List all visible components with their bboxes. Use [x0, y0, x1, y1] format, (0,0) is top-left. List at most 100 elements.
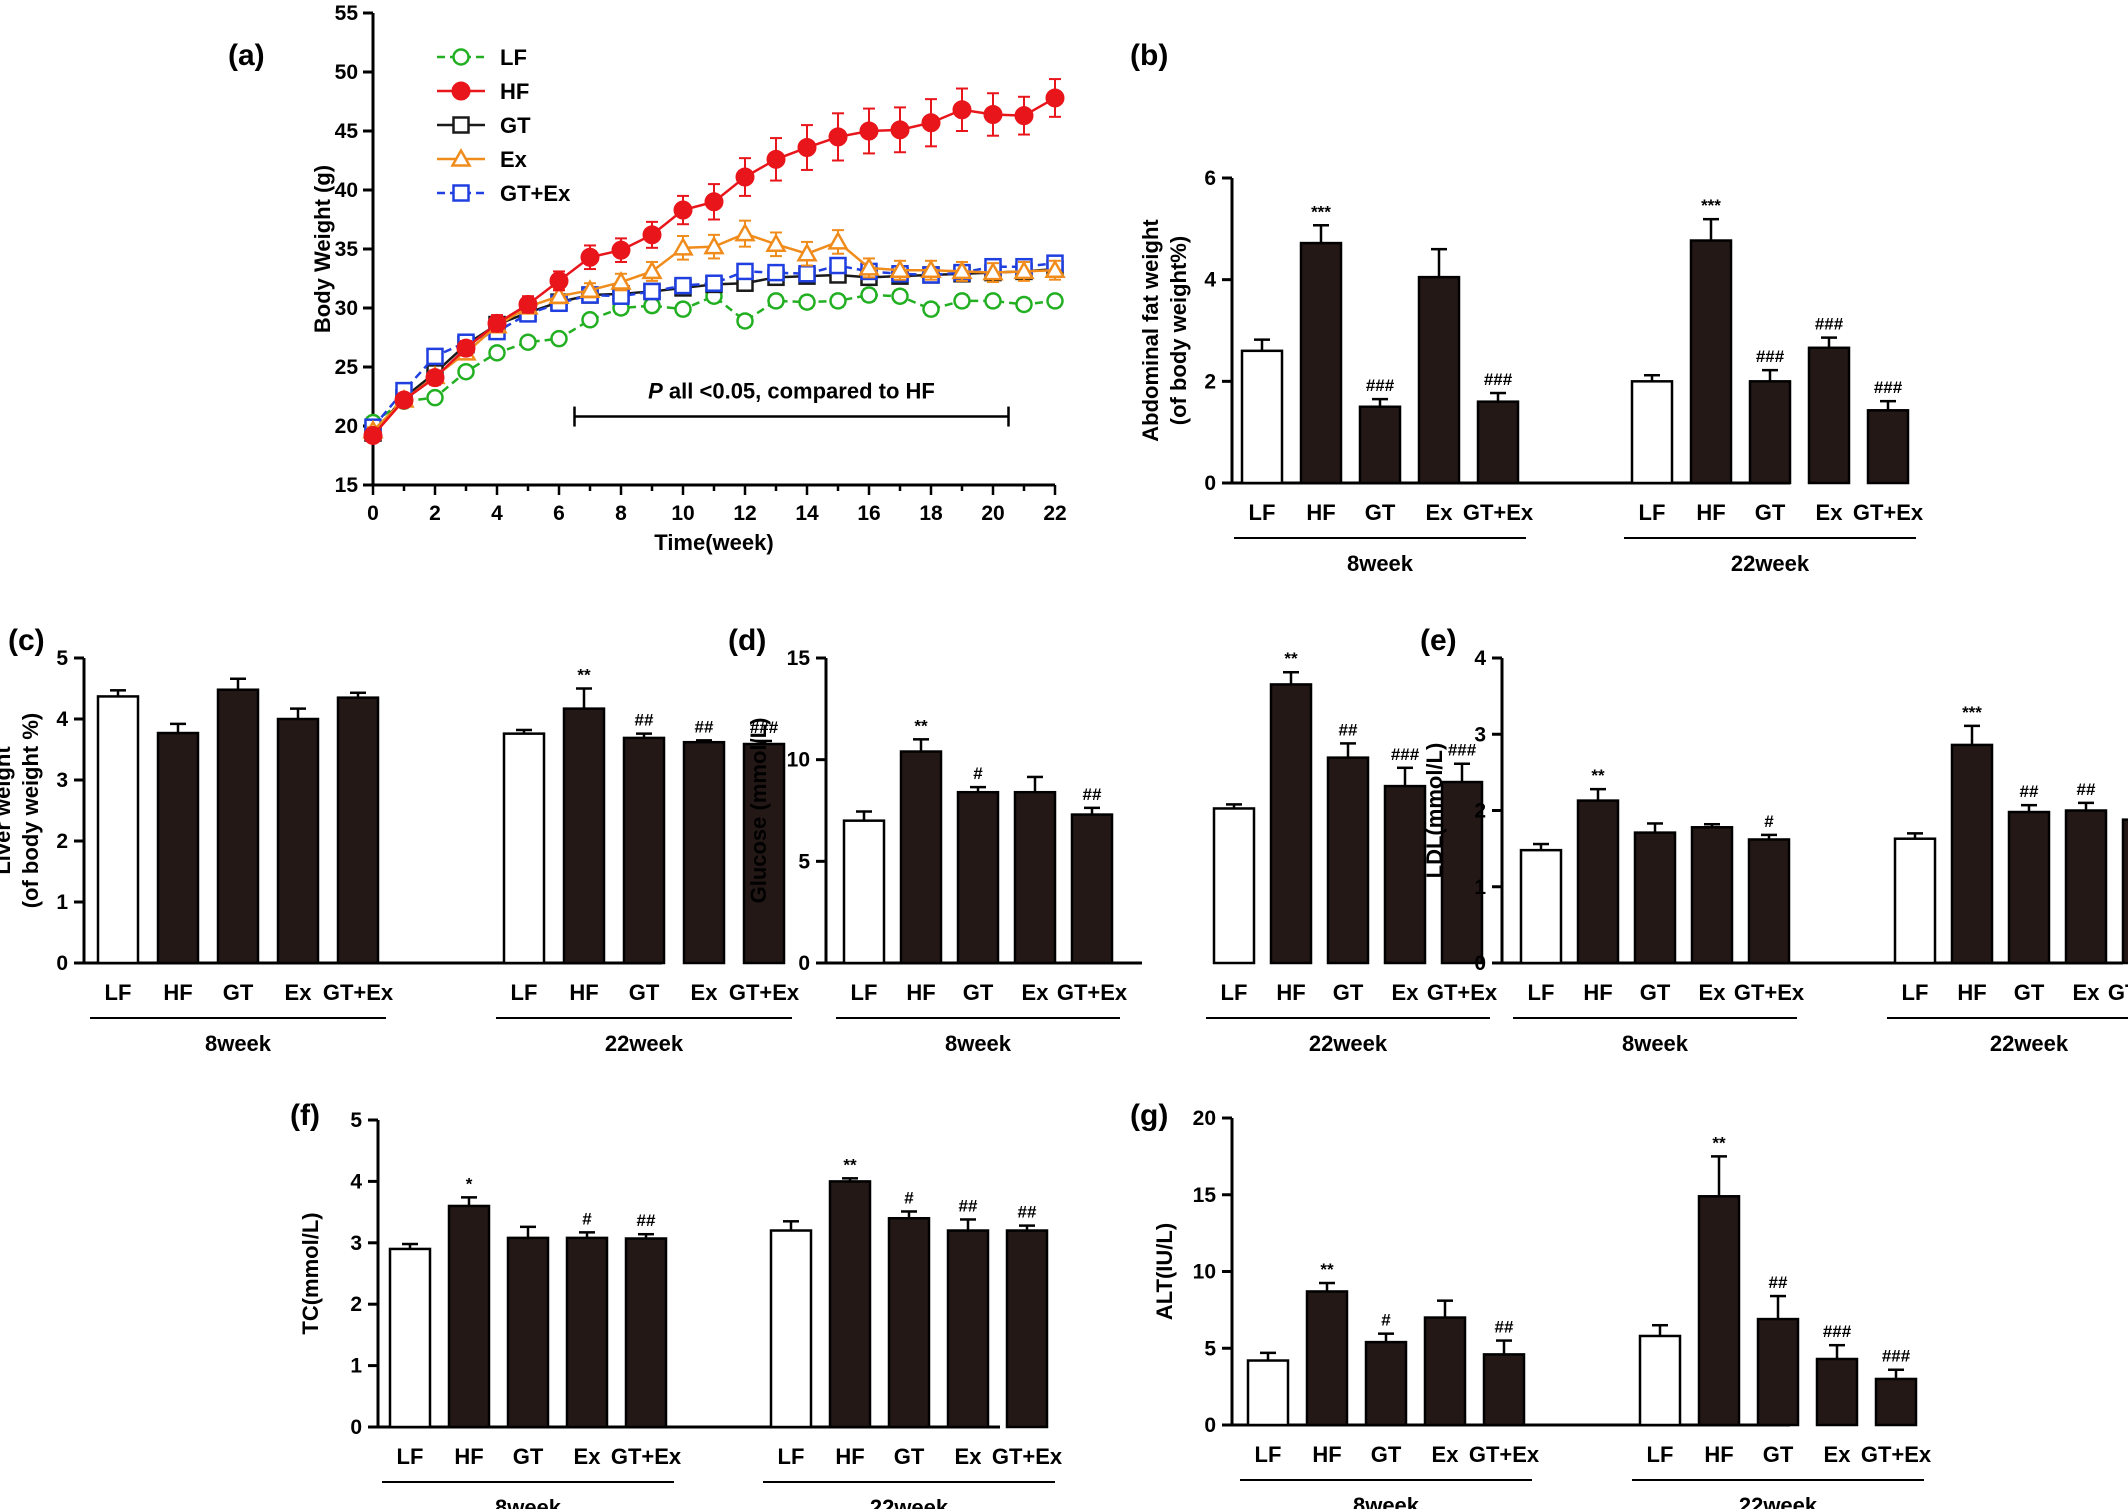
- significance-label: ##: [1018, 1203, 1037, 1222]
- data-point: [450, 147, 472, 167]
- bar: [1630, 380, 1674, 485]
- significance-label: ***: [1311, 202, 1331, 221]
- category-label: Ex: [1816, 500, 1844, 525]
- category-label: LF: [1255, 1442, 1282, 1467]
- x-tick-label: 2: [429, 502, 441, 525]
- panel-f: (f) 0 1 2 3 4 5 TC(mmol/L) LF * HF GT # Ex ## GT+Ex 8wee…: [290, 1099, 1063, 1509]
- significance-label: #: [973, 764, 983, 783]
- bar: [1633, 831, 1677, 965]
- category-label: GT: [1640, 980, 1671, 1005]
- y-tick-label: 55: [335, 2, 359, 25]
- data-point: [829, 256, 847, 275]
- category-label: HF: [1704, 1442, 1733, 1467]
- y-tick-label: 0: [56, 952, 68, 975]
- data-point: [858, 256, 880, 276]
- y-axis-title: TC(mmol/L): [298, 1212, 323, 1334]
- y-tick-label: 15: [1193, 1184, 1217, 1207]
- bar: [1212, 807, 1256, 965]
- category-label: HF: [1312, 1442, 1341, 1467]
- bar: [96, 695, 140, 965]
- category-label: LF: [1528, 980, 1555, 1005]
- x-tick-label: 14: [795, 502, 819, 525]
- panel-label: (f): [290, 1099, 320, 1132]
- y-tick-label: 40: [335, 179, 358, 202]
- significance-label: ###: [1874, 378, 1903, 397]
- bar: [1326, 756, 1370, 965]
- category-label: HF: [1696, 500, 1725, 525]
- data-point: [983, 104, 1003, 124]
- data-point: [456, 338, 476, 358]
- data-point: [1014, 106, 1034, 126]
- data-point: [829, 292, 847, 310]
- category-label: GT: [1333, 980, 1364, 1005]
- data-point: [891, 287, 909, 305]
- data-point: [452, 48, 470, 66]
- y-tick-label: 1: [1474, 876, 1486, 899]
- bar: [1269, 683, 1313, 965]
- x-tick-label: 20: [981, 502, 1004, 525]
- category-label: Ex: [2073, 980, 2101, 1005]
- bar: [887, 1216, 931, 1429]
- significance-label: **: [577, 666, 591, 685]
- category-label: HF: [835, 1444, 864, 1469]
- y-tick-label: 20: [335, 415, 358, 438]
- data-point: [798, 265, 816, 283]
- bar: [1893, 837, 1937, 965]
- y-tick-label: 0: [350, 1416, 362, 1439]
- y-tick-label: 2: [350, 1293, 362, 1316]
- bar: [562, 707, 606, 965]
- y-axis-title: (of body weight%): [1166, 236, 1191, 425]
- data-point: [1044, 259, 1066, 278]
- category-label: LF: [511, 980, 538, 1005]
- bar: [1240, 349, 1284, 485]
- x-tick-label: 22: [1043, 502, 1066, 525]
- significance-label: **: [843, 1155, 857, 1174]
- data-point: [452, 116, 470, 134]
- bar: [622, 736, 666, 965]
- data-point: [705, 274, 723, 292]
- data-point: [952, 100, 972, 120]
- data-point: [579, 279, 601, 299]
- bar: [1807, 346, 1851, 485]
- category-label: GT+Ex: [1057, 980, 1128, 1005]
- bar: [2064, 809, 2108, 965]
- category-label: GT+Ex: [1853, 500, 1924, 525]
- data-point: [1046, 292, 1064, 310]
- significance-label: **: [1591, 766, 1605, 785]
- bar: [682, 740, 726, 965]
- significance-label: **: [1284, 649, 1298, 668]
- category-label: LF: [778, 1444, 805, 1469]
- y-tick-label: 50: [335, 61, 358, 84]
- data-point: [643, 282, 661, 301]
- bar: [1383, 784, 1427, 965]
- y-axis-title: (of body weight %): [18, 713, 43, 909]
- category-label: Ex: [1824, 1442, 1852, 1467]
- bar: [1070, 813, 1114, 965]
- category-label: HF: [454, 1444, 483, 1469]
- significance-label: ##: [1769, 1273, 1788, 1292]
- data-point: [951, 260, 973, 280]
- significance-label: ###: [1391, 745, 1420, 764]
- y-tick-label: 2: [56, 830, 68, 853]
- data-point: [797, 138, 817, 158]
- data-point: [580, 247, 600, 267]
- data-point: [889, 259, 911, 278]
- y-axis-title: Glucose (mmol/L): [746, 718, 771, 904]
- bar: [828, 1180, 872, 1429]
- significance-label: *: [466, 1174, 473, 1193]
- category-label: HF: [163, 980, 192, 1005]
- bar: [769, 1229, 813, 1429]
- category-label: GT: [963, 980, 994, 1005]
- bar: [1305, 1290, 1349, 1427]
- category-label: LF: [1639, 500, 1666, 525]
- data-point: [451, 81, 471, 101]
- group-label: 22week: [1309, 1031, 1388, 1056]
- category-label: GT+Ex: [1463, 500, 1534, 525]
- x-tick-label: 10: [671, 502, 694, 525]
- bar: [624, 1237, 668, 1429]
- group-label: 8week: [1347, 551, 1414, 576]
- category-label: GT+Ex: [729, 980, 800, 1005]
- data-point: [920, 259, 942, 278]
- y-axis-title: Liver weight: [0, 746, 15, 875]
